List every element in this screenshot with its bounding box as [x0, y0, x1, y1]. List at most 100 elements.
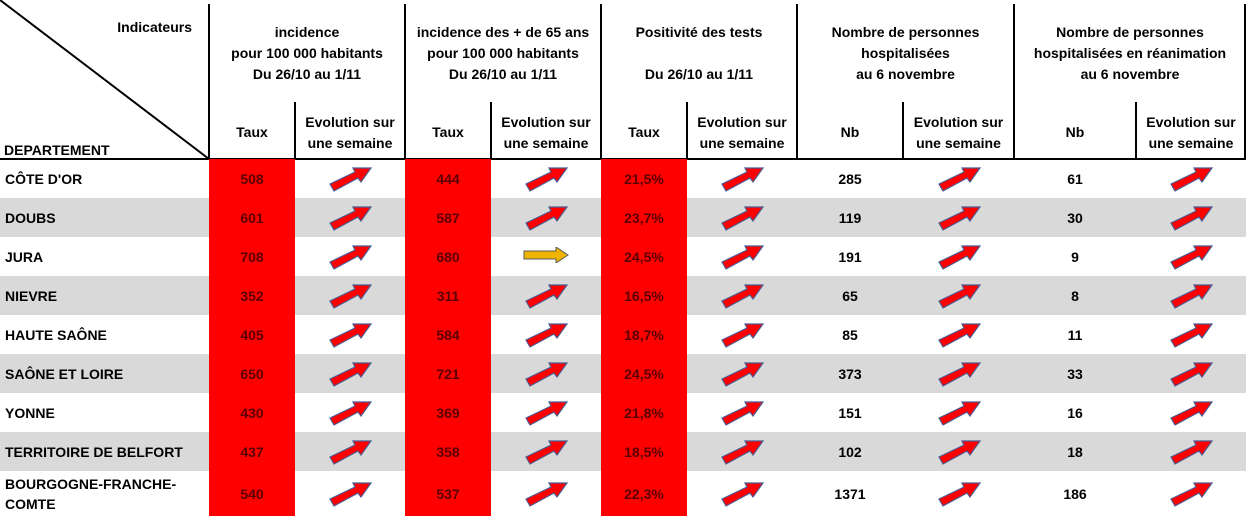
- arrow-up-right-icon: [1168, 279, 1214, 309]
- group-header-incidence-65: incidence des + de 65 ans pour 100 000 h…: [405, 22, 601, 85]
- value-rea: 186: [1063, 485, 1087, 502]
- group-header-line: Nombre de personnes: [831, 24, 980, 40]
- trend-cell: [687, 276, 797, 315]
- trend-cell: [903, 354, 1014, 393]
- trend-cell: [903, 198, 1014, 237]
- value-hosp: 373: [797, 354, 903, 393]
- group-header-line: au 6 novembre: [1080, 66, 1180, 82]
- value-inc: 540: [209, 471, 295, 516]
- group-header-line: hospitalisées: [861, 45, 950, 61]
- department-name: DOUBS: [0, 198, 209, 237]
- subheader-taux: Taux: [432, 124, 464, 140]
- group-header-line: Positivité des tests: [635, 24, 763, 40]
- value-inc65: 537: [405, 471, 491, 516]
- table-row: YONNE 430 369 21,8% 151 16: [0, 393, 1246, 432]
- group-header-positivite: Positivité des tests Du 26/10 au 1/11: [601, 22, 797, 85]
- subheader-divider: [902, 102, 904, 159]
- department-name: SAÔNE ET LOIRE: [0, 354, 209, 393]
- trend-cell: [903, 315, 1014, 354]
- arrow-up-right-icon: [327, 279, 373, 309]
- header-divider: [1244, 4, 1246, 159]
- value-rea: 18: [1014, 432, 1136, 471]
- value-pos: 23,7%: [601, 198, 687, 237]
- arrow-up-right-icon: [719, 477, 765, 507]
- trend-cell: [1136, 471, 1246, 516]
- subheader-taux: Taux: [236, 124, 268, 140]
- trend-cell: [491, 471, 601, 516]
- arrow-up-right-icon: [719, 396, 765, 426]
- trend-cell: [687, 315, 797, 354]
- value-hosp: 1371: [834, 485, 866, 502]
- indicators-table: CÔTE D'OR 508 444 21,5% 285 61 DOUBS 601 587 23,7…: [0, 159, 1246, 516]
- group-header-line: pour 100 000 habitants: [427, 45, 579, 61]
- group-header-line: hospitalisées en réanimation: [1033, 45, 1227, 61]
- group-header-line: [601, 43, 797, 64]
- subheader-nb: Nb: [1065, 124, 1085, 140]
- value-rea: 11: [1067, 326, 1083, 343]
- trend-cell: [295, 471, 405, 516]
- trend-cell: [295, 276, 405, 315]
- value-pos: 18,5%: [601, 432, 687, 471]
- trend-cell: [491, 159, 601, 198]
- value-pos: 24,5%: [601, 354, 687, 393]
- value-hosp: 119: [797, 198, 903, 237]
- trend-cell: [491, 198, 601, 237]
- subheader-divider: [686, 102, 688, 159]
- department-name: YONNE: [5, 404, 55, 421]
- value-inc65: 584: [405, 315, 491, 354]
- subheader-divider: [1135, 102, 1137, 159]
- trend-cell: [491, 354, 601, 393]
- table-row: CÔTE D'OR 508 444 21,5% 285 61: [0, 159, 1246, 198]
- corner-departement-label: DEPARTEMENT: [4, 142, 110, 158]
- value-hosp: 102: [797, 432, 903, 471]
- trend-cell: [295, 432, 405, 471]
- trend-cell: [687, 432, 797, 471]
- arrow-up-right-icon: [719, 357, 765, 387]
- arrow-up-right-icon: [936, 435, 982, 465]
- arrow-up-right-icon: [327, 357, 373, 387]
- arrow-up-right-icon: [1168, 201, 1214, 231]
- department-name: CÔTE D'OR: [5, 170, 83, 187]
- arrow-up-right-icon: [1168, 240, 1214, 270]
- trend-cell: [1136, 432, 1246, 471]
- arrow-right-icon: [522, 247, 570, 263]
- trend-cell: [903, 237, 1014, 276]
- header-divider: [1013, 4, 1015, 159]
- header-divider: [796, 4, 798, 159]
- value-pos: 18,7%: [601, 315, 687, 354]
- trend-cell: [491, 315, 601, 354]
- arrow-up-right-icon: [327, 477, 373, 507]
- department-name: TERRITOIRE DE BELFORT: [0, 432, 209, 471]
- trend-cell: [687, 237, 797, 276]
- value-rea: 16: [1067, 404, 1083, 421]
- trend-cell: [903, 432, 1014, 471]
- arrow-up-right-icon: [719, 240, 765, 270]
- arrow-up-right-icon: [1168, 357, 1214, 387]
- trend-cell: [903, 393, 1014, 432]
- trend-cell: [491, 237, 601, 276]
- arrow-up-right-icon: [523, 201, 569, 231]
- value-rea: 8: [1014, 276, 1136, 315]
- arrow-up-right-icon: [719, 162, 765, 192]
- arrow-up-right-icon: [936, 162, 982, 192]
- table-body: CÔTE D'OR 508 444 21,5% 285 61 DOUBS 601 587 23,7…: [0, 159, 1246, 516]
- arrow-up-right-icon: [1168, 396, 1214, 426]
- arrow-up-right-icon: [523, 162, 569, 192]
- trend-cell: [903, 159, 1014, 198]
- corner-indicateurs-label: Indicateurs: [117, 19, 192, 35]
- department-name: NIEVRE: [0, 276, 209, 315]
- trend-cell: [687, 159, 797, 198]
- value-hosp: 191: [838, 248, 862, 265]
- value-hosp: 285: [838, 170, 862, 187]
- value-inc65: 369: [405, 393, 491, 432]
- arrow-up-right-icon: [719, 435, 765, 465]
- trend-cell: [903, 471, 1014, 516]
- value-rea: 30: [1014, 198, 1136, 237]
- trend-cell: [295, 159, 405, 198]
- arrow-up-right-icon: [523, 357, 569, 387]
- trend-cell: [903, 276, 1014, 315]
- trend-cell: [687, 198, 797, 237]
- arrow-up-right-icon: [1168, 477, 1214, 507]
- trend-cell: [1136, 315, 1246, 354]
- group-header-line: incidence: [274, 24, 340, 40]
